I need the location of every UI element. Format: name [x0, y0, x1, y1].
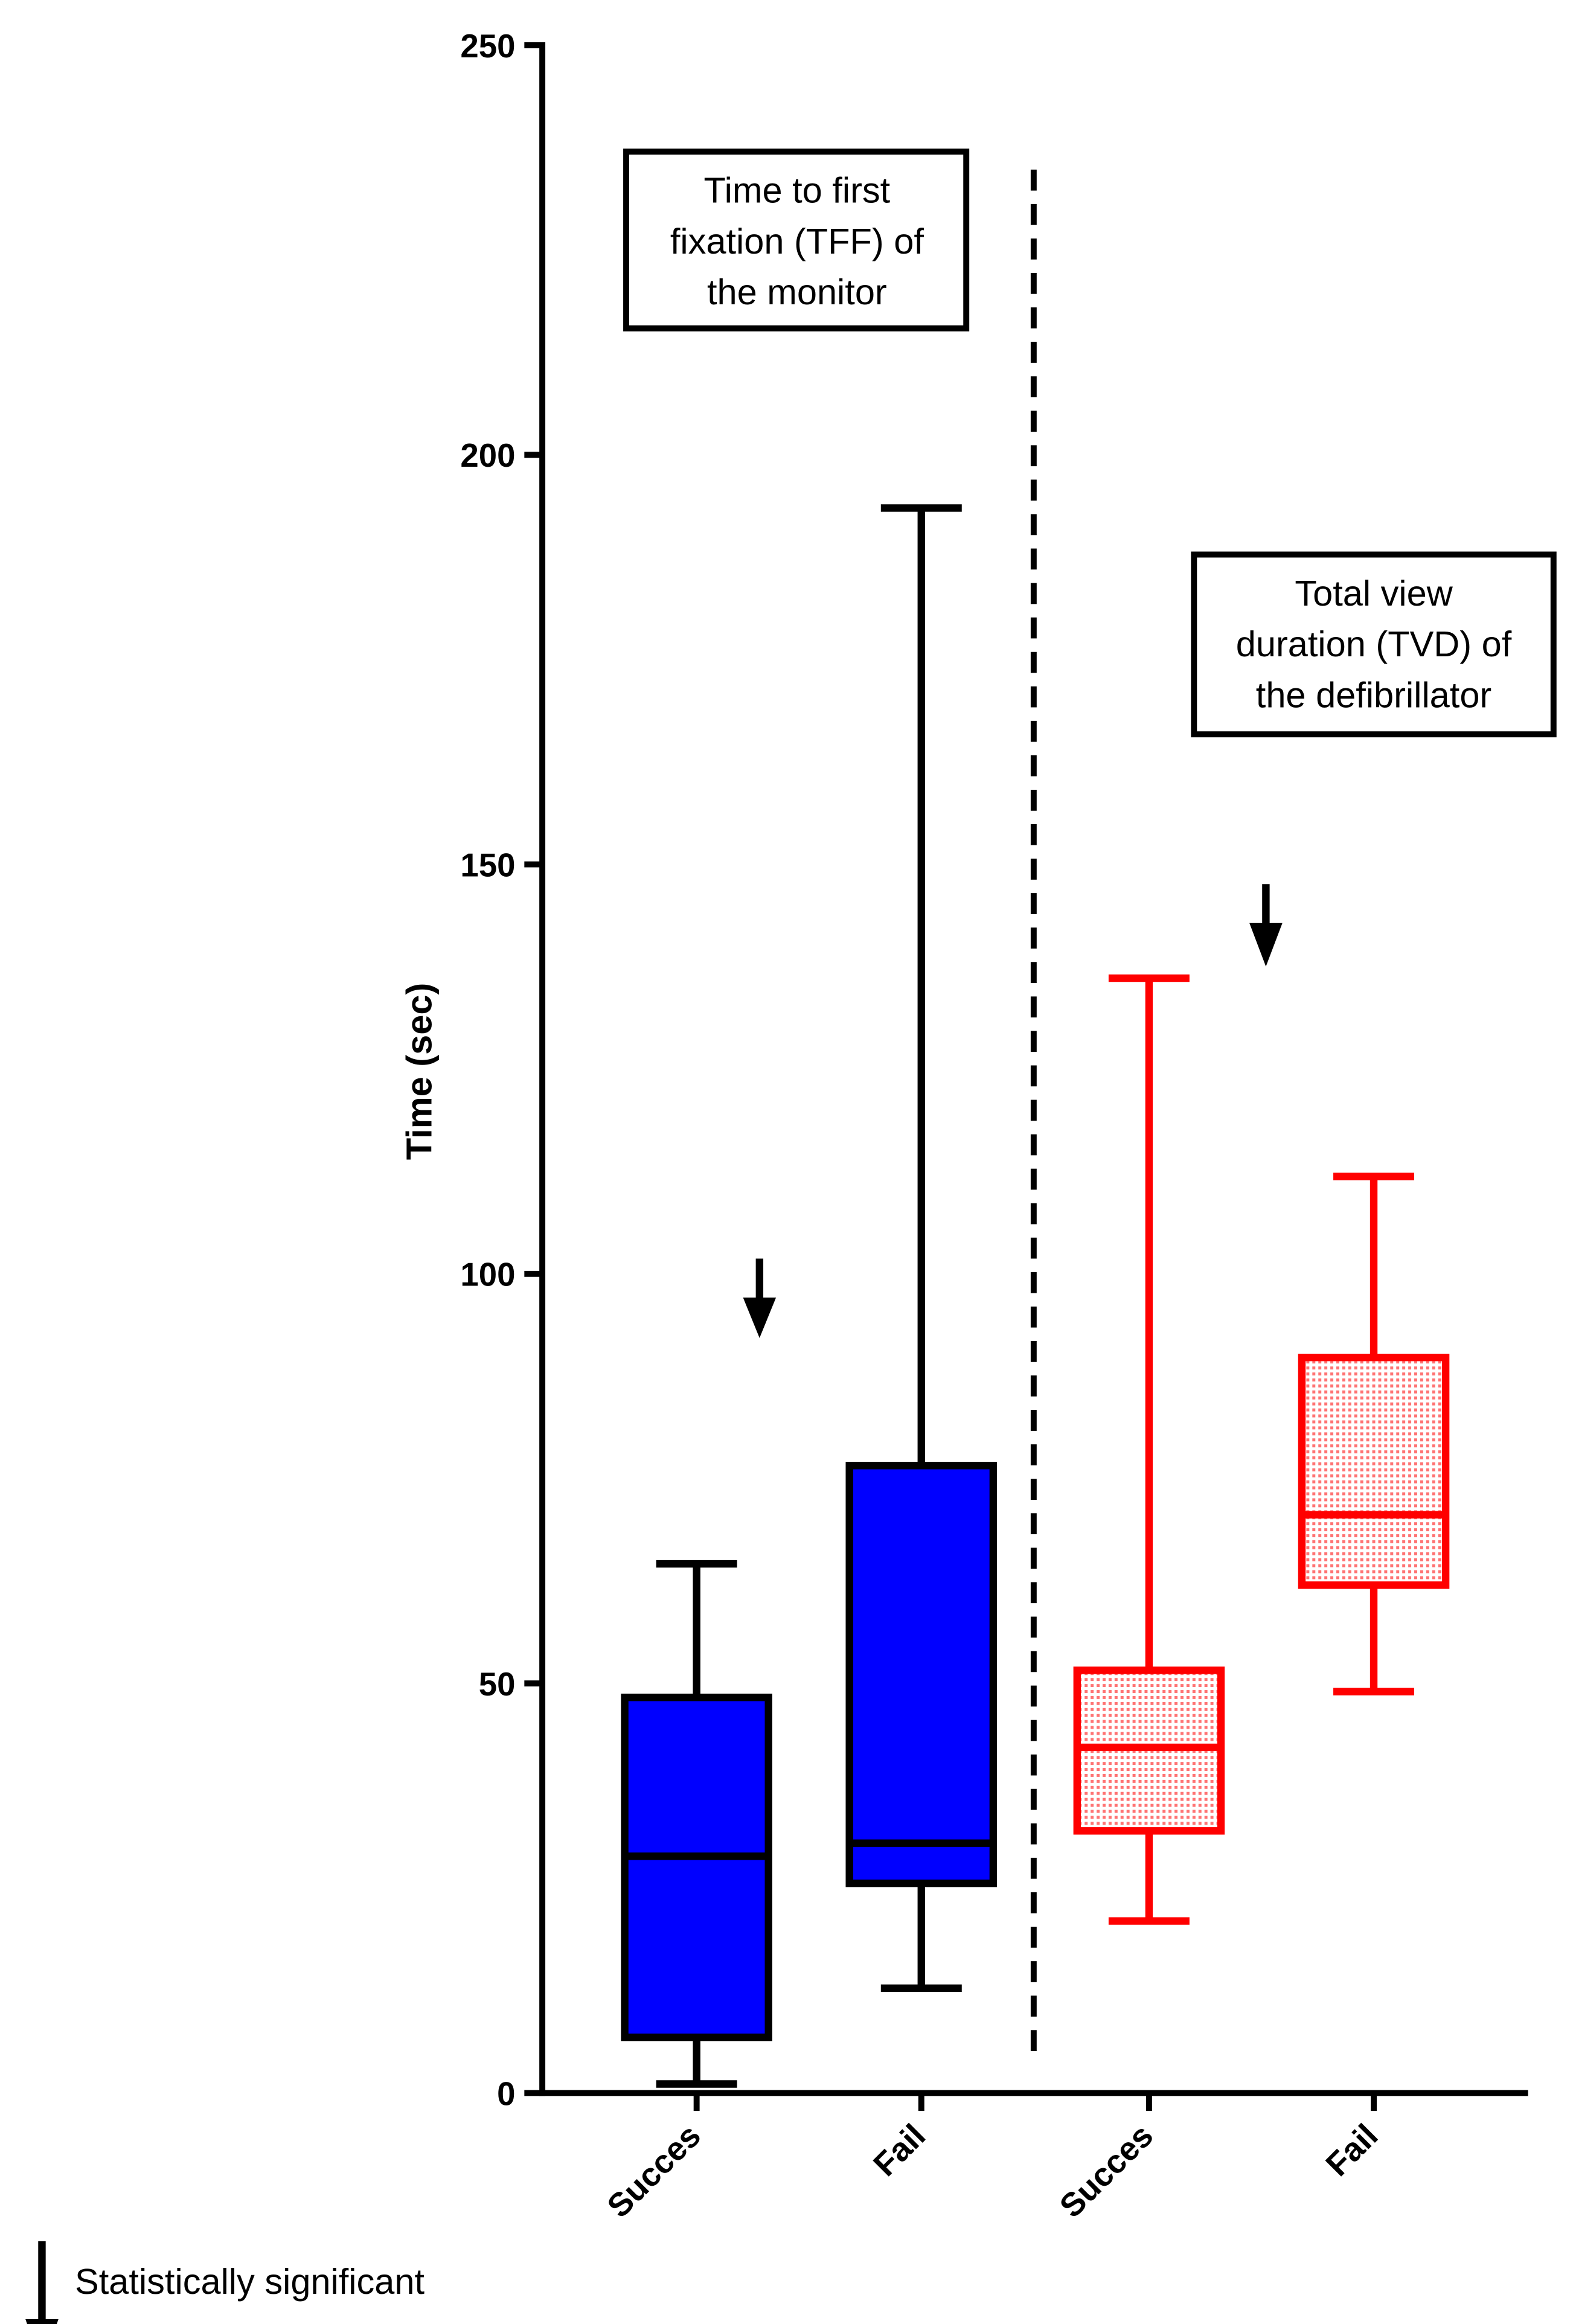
y-axis-label: Time (sec)	[399, 983, 440, 1160]
box	[1298, 1353, 1450, 1589]
y-tick-label: 250	[460, 28, 515, 65]
y-tick-label: 200	[460, 437, 515, 474]
y-tick-label: 50	[479, 1666, 516, 1703]
annotation-line: the monitor	[707, 272, 887, 312]
annotation-box	[623, 149, 970, 331]
annotation-line: fixation (TFF) of	[670, 221, 924, 261]
box	[621, 1693, 772, 2041]
significance-arrow	[1249, 884, 1283, 967]
annotation-line: the defibrillator	[1256, 675, 1491, 715]
legend-label: Statistically significant	[75, 2261, 424, 2302]
significance-arrow	[743, 1258, 777, 1339]
annotation-box	[1191, 551, 1557, 738]
annotation-line: Time to first	[704, 170, 891, 210]
box	[845, 1462, 998, 1887]
annotation-line: Total view	[1295, 573, 1453, 613]
y-tick-label: 100	[460, 1256, 515, 1293]
y-tick-label: 150	[460, 847, 515, 883]
y-tick-label: 0	[497, 2075, 515, 2112]
legend-arrow	[25, 2241, 59, 2324]
annotation-line: duration (TVD) of	[1236, 624, 1512, 664]
